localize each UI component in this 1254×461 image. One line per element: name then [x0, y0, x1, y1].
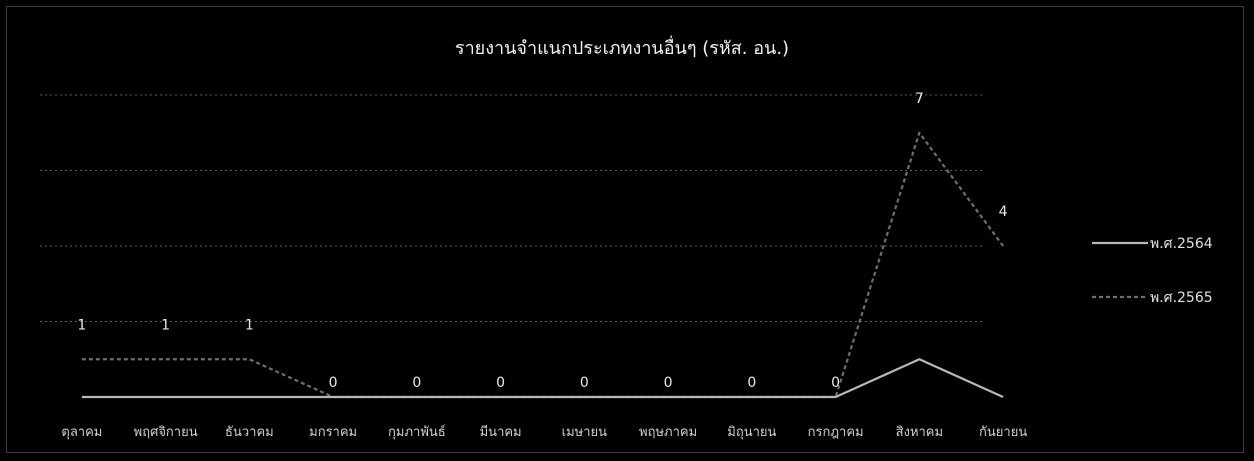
- x-tick-label: กุมภาพันธ์: [388, 424, 446, 440]
- data-label: 4: [999, 204, 1008, 220]
- chart-title: รายงานจำแนกประเภทงานอื่นๆ (รหัส. อน.): [455, 35, 789, 59]
- x-tick-label: ธันวาคม: [225, 425, 274, 440]
- data-label: 0: [496, 375, 505, 391]
- x-tick-label: มีนาคม: [480, 424, 522, 440]
- x-tick-label: ตุลาคม: [61, 425, 102, 440]
- x-tick-label: พฤษภาคม: [639, 425, 697, 440]
- series-line-1: [81, 358, 1004, 399]
- data-labels: 1 1 1 0 0 0 0 0 0 0 7 4: [77, 91, 1007, 391]
- data-label: 0: [664, 375, 673, 391]
- data-label: 0: [329, 375, 338, 391]
- x-tick-label: กรกฎาคม: [808, 425, 864, 440]
- series-lines: [81, 131, 1005, 399]
- data-label: 7: [915, 91, 924, 107]
- x-tick-label: พฤศจิกายน: [134, 425, 198, 440]
- data-label: 0: [831, 375, 840, 391]
- data-label: 0: [580, 375, 589, 391]
- data-label: 0: [412, 375, 421, 391]
- x-tick-label: มกราคม: [309, 425, 357, 440]
- series-line-2: [81, 131, 1005, 399]
- legend-label: พ.ศ.2565: [1150, 290, 1213, 306]
- data-label: 1: [245, 317, 254, 333]
- x-tick-label: กันยายน: [979, 425, 1027, 440]
- x-tick-label: สิงหาคม: [896, 425, 943, 440]
- x-tick-label: มิถุนายน: [727, 425, 776, 440]
- data-label: 1: [161, 317, 170, 333]
- data-label: 0: [747, 375, 756, 391]
- x-tick-label: เมษายน: [562, 425, 607, 440]
- legend: พ.ศ.2564 พ.ศ.2565: [1092, 236, 1213, 306]
- data-label: 1: [77, 317, 86, 333]
- legend-label: พ.ศ.2564: [1150, 236, 1213, 252]
- chart-border: [6, 6, 1244, 453]
- x-axis-tick-labels: ตุลาคม พฤศจิกายน ธันวาคม มกราคม กุมภาพันธ์ มี…: [61, 424, 1027, 440]
- gridlines: [40, 94, 985, 322]
